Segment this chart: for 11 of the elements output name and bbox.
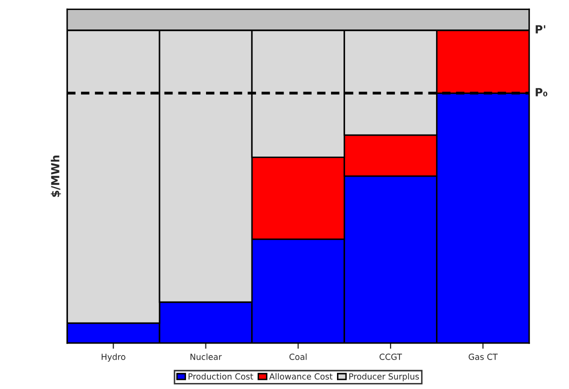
x-tick-label: Hydro [102,354,126,362]
legend-label: Allowance Cost [269,373,332,380]
ref-line-label: P' [536,25,546,34]
x-tick-label: Gas CT [468,354,498,360]
y-axis-title: $/MWh [50,156,61,197]
ref-line-label: P₀ [536,88,548,96]
x-tick-label: Nuclear [190,354,222,360]
x-tick-label: Coal [289,354,307,360]
legend-label: Production Cost [188,373,254,380]
x-tick-label: CCGT [380,354,402,360]
legend-label: Producer Surplus [349,373,419,382]
